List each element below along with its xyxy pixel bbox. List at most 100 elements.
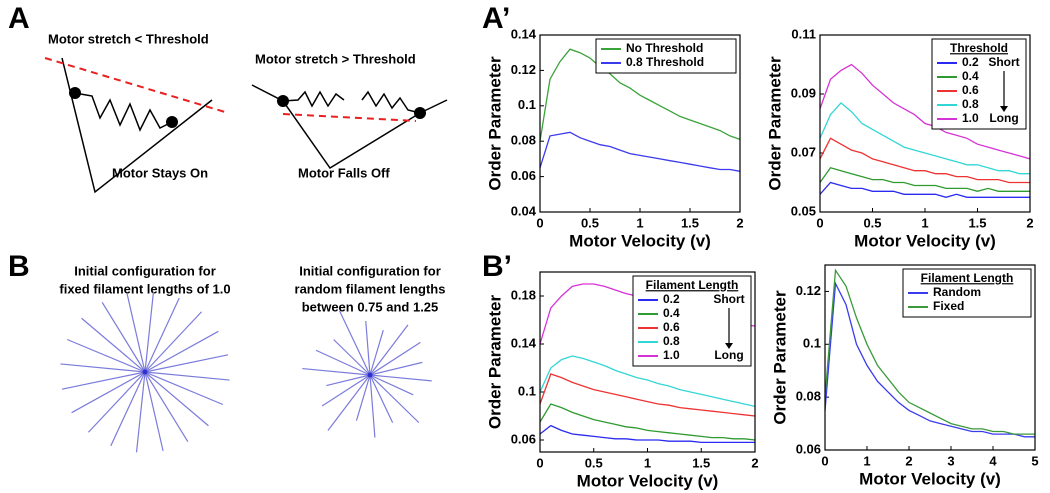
series-line xyxy=(824,281,1035,438)
x-tick-label: 5 xyxy=(1031,453,1038,468)
legend-note: Long xyxy=(714,348,743,362)
x-tick-label: 4 xyxy=(989,453,997,468)
filament xyxy=(333,339,371,376)
diagram-title: Motor stretch < Threshold xyxy=(48,31,209,46)
legend-label: 0.8 xyxy=(663,334,680,348)
legend-arrowhead xyxy=(1000,106,1008,112)
plot-frame xyxy=(824,264,1036,451)
y-tick-label: 0.06 xyxy=(511,168,536,183)
motor-head xyxy=(277,95,289,107)
filament xyxy=(144,371,189,443)
filament xyxy=(326,374,371,387)
series-line xyxy=(819,181,1030,198)
x-axis-label: Motor Velocity (v) xyxy=(577,471,719,490)
filament xyxy=(144,371,209,427)
filament xyxy=(126,292,146,373)
filament xyxy=(369,361,423,376)
y-tick-label: 0.05 xyxy=(791,203,816,218)
filament-center xyxy=(142,369,148,375)
filament xyxy=(365,320,371,376)
threshold-line xyxy=(282,113,417,122)
series-line xyxy=(539,403,756,441)
filament xyxy=(61,371,146,390)
plot-frame xyxy=(539,34,741,213)
x-tick-label: 1 xyxy=(636,215,643,230)
motor-diagram xyxy=(251,84,448,170)
filament xyxy=(144,330,219,373)
y-tick-label: 0.11 xyxy=(791,26,816,41)
x-tick-label: 1 xyxy=(921,215,928,230)
filament xyxy=(144,371,164,452)
filament xyxy=(302,367,371,376)
filament xyxy=(369,374,394,423)
legend-label: No Threshold xyxy=(626,41,703,55)
legend-box xyxy=(931,38,1027,130)
diagram-text: random filament lengths xyxy=(295,281,446,296)
legend-label: 0.4 xyxy=(663,306,680,320)
legend-note: Long xyxy=(989,111,1018,125)
x-tick-label: 1.5 xyxy=(692,455,710,470)
panel-label: A’ xyxy=(482,2,510,35)
series-line xyxy=(539,131,741,172)
y-tick-label: 0.1 xyxy=(518,97,536,112)
series-line xyxy=(819,101,1030,175)
legend-label: 0.4 xyxy=(962,69,979,83)
filament xyxy=(144,371,230,381)
panel-label: A xyxy=(8,2,30,35)
series-line xyxy=(819,137,1030,184)
legend-title: Filament Length xyxy=(646,278,739,292)
legend-label: 0.6 xyxy=(962,83,979,97)
filament xyxy=(369,330,384,376)
filament xyxy=(66,338,146,373)
diagram-text: Initial configuration for xyxy=(74,263,216,278)
y-tick-label: 0.09 xyxy=(791,85,816,100)
filament xyxy=(110,371,146,447)
x-axis-label: Motor Velocity (v) xyxy=(859,469,1001,488)
y-tick-label: 0.08 xyxy=(511,133,536,148)
legend-label: 1.0 xyxy=(962,111,979,125)
x-tick-label: 0.5 xyxy=(585,455,603,470)
x-tick-label: 1 xyxy=(644,455,651,470)
motor-head xyxy=(414,107,426,119)
x-tick-label: 1.5 xyxy=(681,215,699,230)
legend-label: Fixed xyxy=(933,299,964,313)
x-tick-label: 2 xyxy=(751,455,758,470)
filament xyxy=(321,374,371,407)
diagram-caption: Motor Falls Off xyxy=(298,165,390,180)
legend-title: Filament Length xyxy=(921,271,1014,285)
filament xyxy=(144,297,180,373)
diagram-title: Motor stretch > Threshold xyxy=(255,51,416,66)
panel-label: B xyxy=(8,250,30,283)
filament xyxy=(144,311,203,373)
y-axis-label: Order Parameter xyxy=(765,56,784,191)
y-axis-label: Order Parameter xyxy=(485,295,504,430)
legend-label: 0.8 xyxy=(962,97,979,111)
x-tick-label: 3 xyxy=(947,453,954,468)
x-tick-label: 0.5 xyxy=(581,215,599,230)
filament-stars xyxy=(60,291,432,453)
legend-note: Short xyxy=(988,55,1019,69)
x-tick-label: 1.5 xyxy=(968,215,986,230)
y-tick-label: 0.04 xyxy=(511,203,537,218)
filament xyxy=(60,363,146,373)
y-tick-label: 0.18 xyxy=(511,287,536,302)
x-tick-label: 0.5 xyxy=(863,215,881,230)
x-tick-label: 2 xyxy=(736,215,743,230)
legend-title: Threshold xyxy=(950,41,1008,55)
y-tick-label: 0.08 xyxy=(796,389,821,404)
x-tick-label: 1 xyxy=(863,453,870,468)
legend-label: 0.8 Threshold xyxy=(626,55,704,69)
y-tick-label: 0.06 xyxy=(796,441,821,456)
legend-label: 0.2 xyxy=(663,292,680,306)
series-line xyxy=(539,355,756,408)
motor-diagram xyxy=(61,57,213,194)
filament xyxy=(81,317,146,373)
series-line xyxy=(539,373,756,417)
legend-arrowhead xyxy=(725,343,733,349)
series-line xyxy=(539,48,741,142)
series-line xyxy=(539,424,755,444)
x-tick-label: 2 xyxy=(905,453,912,468)
legend-box xyxy=(595,38,737,74)
y-tick-label: 0.07 xyxy=(791,144,816,159)
